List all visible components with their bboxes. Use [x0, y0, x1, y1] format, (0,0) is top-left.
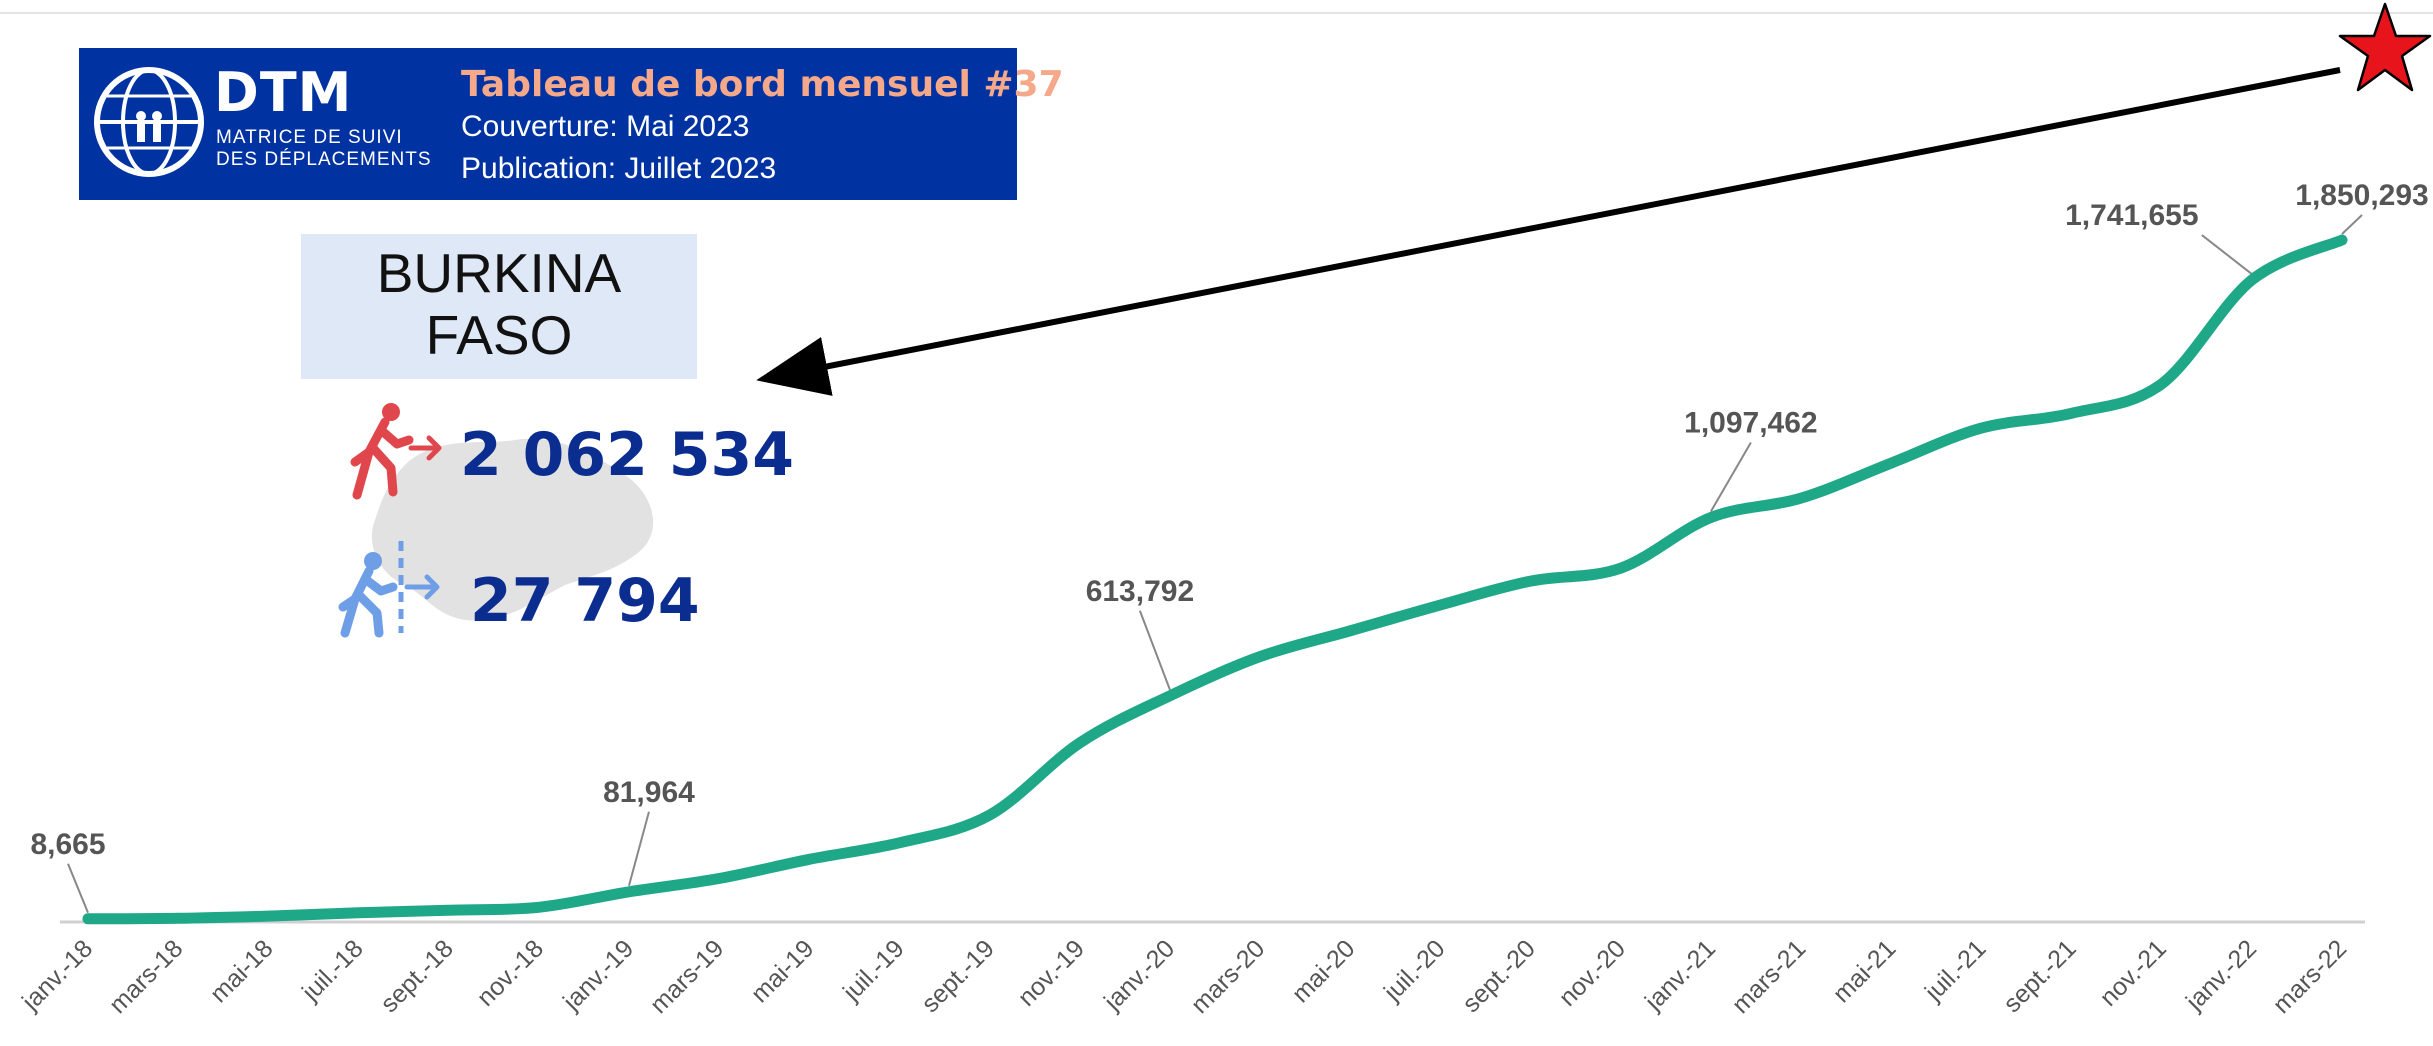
data-point — [1976, 423, 1987, 434]
x-tick-label: janv.-21 — [1639, 934, 1721, 1016]
x-tick-label: mars-22 — [2268, 934, 2353, 1019]
data-point — [984, 810, 995, 821]
x-tick-label: mars-21 — [1727, 934, 1812, 1019]
x-tick-label: juil.-21 — [1919, 934, 1992, 1007]
x-tick-label: mars-18 — [104, 934, 189, 1019]
data-label: 613,792 — [1086, 575, 1194, 608]
person-leaving-icon — [350, 403, 442, 500]
top-divider — [0, 12, 2433, 14]
x-tick-label: nov.-20 — [1554, 934, 1631, 1011]
dtm-wordmark: DTM — [214, 61, 353, 124]
label-leader-line — [2201, 234, 2253, 275]
data-point — [1886, 458, 1897, 469]
data-point — [83, 913, 93, 924]
data-point — [2337, 235, 2347, 245]
x-tick-label: nov.-21 — [2094, 934, 2171, 1011]
data-point — [623, 886, 634, 897]
data-label: 1,097,462 — [1684, 406, 1817, 439]
label-leader-line — [67, 863, 89, 914]
x-tick-label: janv.-20 — [1098, 934, 1180, 1016]
label-leader-line — [2341, 214, 2363, 235]
dashboard-title: Tableau de bord mensuel #37 — [461, 64, 1064, 105]
country-name-line1: BURKINA — [376, 242, 622, 304]
x-tick-label: juil.-18 — [296, 934, 369, 1007]
x-tick-label: nov.-19 — [1013, 934, 1090, 1011]
x-tick-label: sept.-19 — [916, 934, 1000, 1018]
data-point — [894, 837, 905, 848]
data-point — [1705, 512, 1716, 523]
data-point — [714, 873, 725, 884]
x-tick-label: mars-20 — [1186, 934, 1271, 1019]
country-name-line2: FASO — [425, 304, 573, 366]
dtm-subtitle-line2: DES DÉPLACEMENTS — [216, 149, 432, 170]
country-name-box: BURKINA FASO — [301, 234, 697, 379]
data-points — [83, 235, 2347, 924]
label-leader-lines — [67, 214, 2363, 914]
data-point — [1796, 493, 1807, 504]
data-labels: 8,665 81,964 613,792 1,097,462 1,741,655 1,85… — [30, 179, 2428, 861]
x-tick-label: sept.-21 — [1998, 934, 2082, 1018]
label-leader-line — [1138, 610, 1171, 691]
data-point — [443, 905, 454, 916]
data-label: 8,665 — [30, 828, 105, 861]
data-point — [1435, 600, 1446, 611]
dtm-subtitle-line1: MATRICE DE SUIVI — [216, 127, 403, 148]
idp-count: 2 062 534 — [460, 420, 795, 490]
data-point — [263, 911, 274, 922]
x-tick-label: juil.-20 — [1378, 934, 1451, 1007]
x-tick-label: nov.-18 — [472, 934, 549, 1011]
data-point — [1345, 625, 1356, 636]
publication-text: Publication: Juillet 2023 — [461, 152, 777, 185]
x-tick-label: mai-19 — [746, 934, 820, 1008]
data-point — [1615, 563, 1626, 574]
data-label: 1,850,293 — [2295, 179, 2428, 212]
person-returning-icon — [338, 541, 440, 638]
dashboard-header: DTM MATRICE DE SUIVI DES DÉPLACEMENTS Ta… — [79, 48, 1064, 200]
data-point — [1074, 737, 1085, 748]
country-map-icon — [371, 438, 654, 621]
x-tick-label: mai-18 — [205, 934, 279, 1008]
x-tick-label: juil.-19 — [837, 934, 910, 1007]
data-point — [353, 907, 364, 918]
arrow-icon — [756, 67, 2341, 396]
x-tick-label: mai-21 — [1828, 934, 1902, 1008]
data-label: 1,741,655 — [2065, 199, 2198, 232]
data-point — [2246, 275, 2257, 286]
label-leader-line — [627, 811, 650, 887]
red-star-icon — [2338, 2, 2432, 92]
data-label: 81,964 — [603, 776, 695, 809]
coverage-text: Couverture: Mai 2023 — [461, 110, 750, 143]
data-point — [1164, 690, 1175, 701]
x-tick-label: janv.-18 — [16, 934, 98, 1016]
data-point — [2066, 408, 2077, 419]
data-point — [533, 902, 544, 913]
x-tick-label: janv.-22 — [2180, 934, 2262, 1016]
label-leader-line — [1710, 441, 1752, 512]
data-point — [1255, 651, 1266, 662]
x-tick-label: mars-19 — [645, 934, 730, 1019]
data-point — [2156, 378, 2167, 389]
x-tick-labels: janv.-18 mars-18 mai-18 juil.-18 sept.-18 nov… — [16, 934, 2352, 1019]
data-point — [804, 854, 815, 865]
x-tick-label: janv.-19 — [557, 934, 639, 1016]
x-tick-label: mai-20 — [1287, 934, 1361, 1008]
data-point — [1525, 576, 1536, 587]
data-point — [173, 913, 184, 924]
x-tick-label: sept.-20 — [1457, 934, 1541, 1018]
returnee-count: 27 794 — [470, 566, 700, 636]
x-tick-label: sept.-18 — [375, 934, 459, 1018]
iom-logo-icon — [94, 67, 204, 177]
